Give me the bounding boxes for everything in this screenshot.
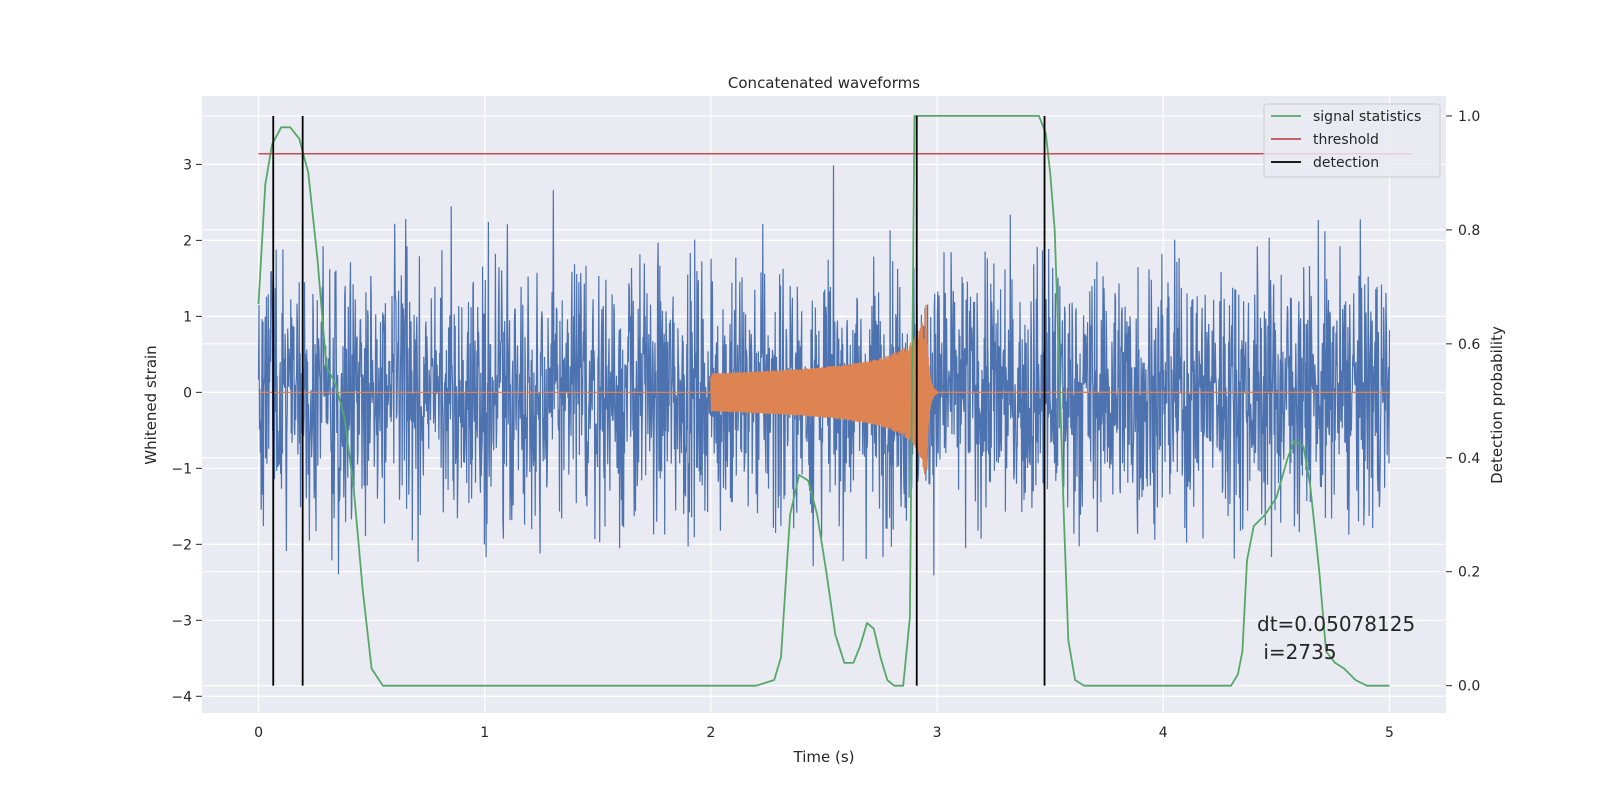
injected-signal-series (258, 304, 1390, 475)
ticks: 0 1 2 3 4 5 −4 −3 −2 −1 0 1 2 3 0.0 0.2 0.4 0.6 0.8 1.0 (171, 109, 1480, 741)
x-tick-label: 2 (706, 725, 715, 741)
x-tick-label: 5 (1385, 725, 1394, 741)
legend-label-detection: detection (1313, 155, 1379, 171)
y-tick-label: −4 (171, 689, 192, 705)
y-tick-label: −2 (171, 537, 192, 553)
legend: signal statistics threshold detection (1263, 103, 1441, 178)
y2-tick-label: 0.6 (1458, 337, 1480, 353)
y-tick-label: −3 (171, 613, 192, 629)
legend-box (1263, 103, 1441, 178)
y2-tick-label: 0.8 (1458, 223, 1480, 239)
x-tick-label: 0 (254, 725, 263, 741)
y2-tick-label: 0.2 (1458, 565, 1480, 581)
y-tick-label: 1 (183, 309, 192, 325)
legend-label-signal-statistics: signal statistics (1313, 109, 1421, 125)
x-axis-label: Time (s) (793, 748, 855, 766)
y2-axis-label: Detection probability (1488, 326, 1506, 484)
annotation: dt=0.05078125 i=2735 (1257, 612, 1415, 664)
strain-noise-series (257, 165, 1391, 576)
y2-tick-label: 1.0 (1458, 109, 1480, 125)
y-tick-label: 0 (183, 385, 192, 401)
x-tick-label: 1 (480, 725, 489, 741)
y2-tick-label: 0.4 (1458, 451, 1480, 467)
legend-label-threshold: threshold (1313, 132, 1379, 148)
y2-tick-label: 0.0 (1458, 679, 1480, 695)
x-tick-label: 3 (933, 725, 942, 741)
strain-noise-line (257, 165, 1391, 576)
series-layer (257, 115, 1413, 687)
y-tick-label: −1 (171, 461, 192, 477)
y-tick-label: 2 (183, 233, 192, 249)
y-tick-label: 3 (183, 157, 192, 173)
annotation-dt: dt=0.05078125 (1257, 612, 1415, 636)
injected-signal-line (258, 304, 1390, 475)
x-tick-label: 4 (1159, 725, 1168, 741)
annotation-i: i=2735 (1257, 640, 1337, 664)
chart-title: Concatenated waveforms (728, 74, 920, 92)
y-axis-label: Whitened strain (142, 345, 160, 464)
signal-statistics-line (257, 115, 1390, 687)
